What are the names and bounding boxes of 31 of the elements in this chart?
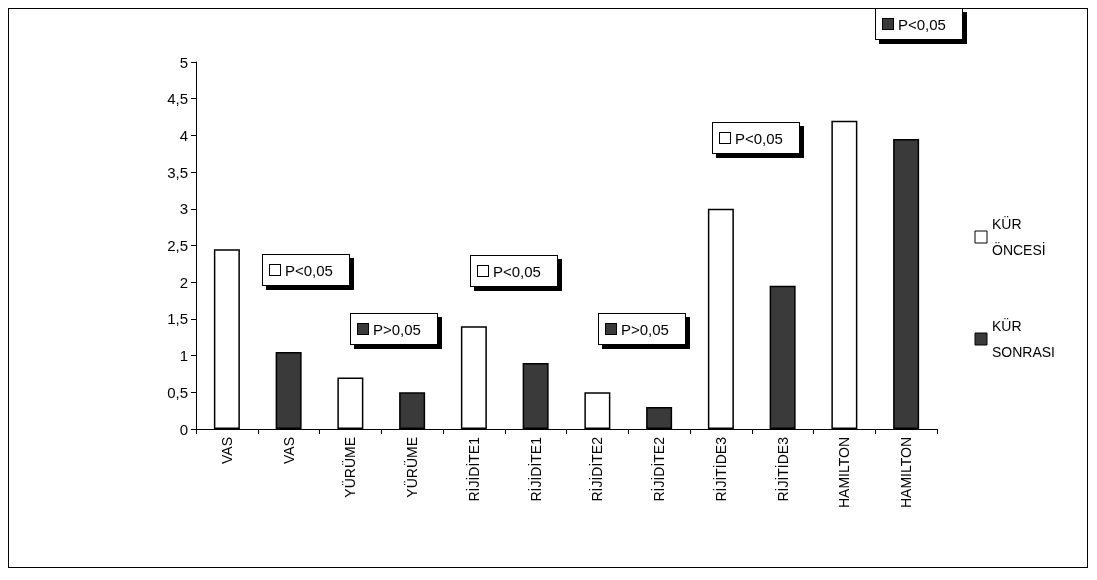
text: P<0,05 bbox=[898, 15, 946, 33]
x-tick-label: YÜRÜME bbox=[341, 437, 359, 498]
x-tick-label: RİJİDİTE1 bbox=[464, 436, 482, 502]
y-tick-label: 2 bbox=[179, 273, 188, 291]
annotation: P<0,05 bbox=[285, 261, 333, 279]
legend-label: KÜR SONRASI bbox=[992, 317, 1056, 360]
y-tick-label: 3 bbox=[179, 200, 188, 218]
x-tick-label: RİJİDİTE1 bbox=[526, 436, 544, 502]
x-tick-label: YÜRÜME bbox=[403, 437, 421, 498]
x-tick-label: VAS bbox=[218, 437, 235, 464]
y-tick-label: 4 bbox=[179, 126, 188, 144]
x-tick-label: HAMILTON bbox=[898, 437, 915, 509]
x-tick-label: RİJİDİTE2 bbox=[588, 436, 606, 502]
annotation: P>0,05 bbox=[373, 320, 421, 338]
x-tick-label: RİJİTİDE3 bbox=[773, 436, 791, 502]
y-tick-label: 0 bbox=[179, 420, 188, 438]
x-tick-label: RİJİTİDE3 bbox=[711, 436, 729, 502]
y-tick-label: 4,5 bbox=[167, 90, 188, 108]
x-tick-label: VAS bbox=[280, 437, 297, 464]
x-tick-label: HAMILTON bbox=[836, 437, 853, 509]
annotation: P>0,05 bbox=[621, 320, 669, 338]
annotation: P<0,05 bbox=[735, 129, 783, 147]
x-tick-label: RİJİDİTE2 bbox=[650, 436, 668, 502]
y-tick-label: 1,5 bbox=[167, 310, 188, 328]
y-tick-label: 5 bbox=[179, 53, 188, 71]
y-tick-label: 1 bbox=[179, 347, 188, 365]
y-tick-label: 2,5 bbox=[167, 237, 188, 254]
legend-label: KÜR ÖNCESİ bbox=[992, 215, 1046, 258]
annotation: P<0,05 bbox=[493, 262, 541, 280]
y-tick-label: 3,5 bbox=[167, 163, 188, 181]
y-tick-label: 0,5 bbox=[167, 383, 188, 401]
